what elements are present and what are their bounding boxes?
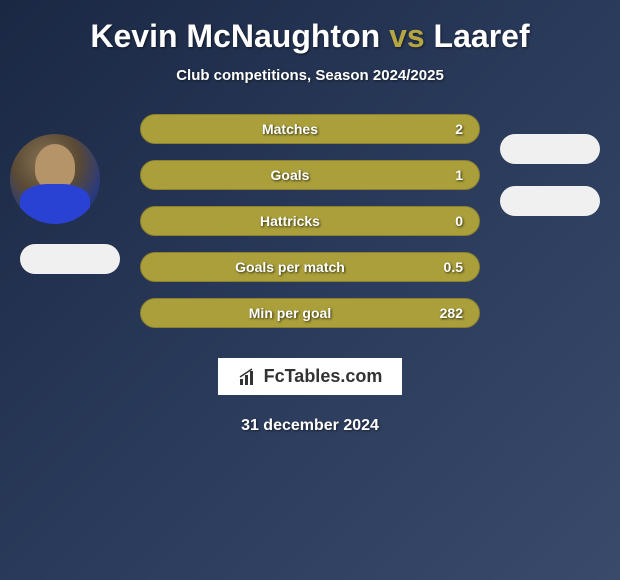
player1-avatar bbox=[10, 134, 100, 224]
player1-name: Kevin McNaughton bbox=[90, 18, 380, 54]
stat-bar-matches: Matches 2 bbox=[140, 114, 480, 144]
watermark-text: FcTables.com bbox=[264, 366, 383, 387]
stat-bar-hattricks: Hattricks 0 bbox=[140, 206, 480, 236]
vs-text: vs bbox=[389, 18, 425, 54]
stat-value: 0 bbox=[423, 213, 463, 229]
stat-value: 2 bbox=[423, 121, 463, 137]
chart-icon bbox=[238, 367, 258, 387]
subtitle: Club competitions, Season 2024/2025 bbox=[176, 67, 444, 84]
stat-value: 0.5 bbox=[423, 259, 463, 275]
stat-value: 1 bbox=[423, 167, 463, 183]
stats-area: Matches 2 Goals 1 Hattricks 0 Goals per … bbox=[0, 114, 620, 328]
date-text: 31 december 2024 bbox=[241, 417, 379, 435]
stat-bar-goals: Goals 1 bbox=[140, 160, 480, 190]
player1-pill bbox=[20, 244, 120, 274]
player2-pill-1 bbox=[500, 134, 600, 164]
stat-value: 282 bbox=[423, 305, 463, 321]
stat-bar-mpg: Min per goal 282 bbox=[140, 298, 480, 328]
comparison-card: Kevin McNaughton vs Laaref Club competit… bbox=[0, 0, 620, 445]
stat-label: Matches bbox=[157, 121, 423, 137]
stat-label: Goals per match bbox=[157, 259, 423, 275]
player2-pill-2 bbox=[500, 186, 600, 216]
watermark: FcTables.com bbox=[218, 358, 403, 395]
player2-name: Laaref bbox=[434, 18, 530, 54]
stat-label: Goals bbox=[157, 167, 423, 183]
stat-label: Min per goal bbox=[157, 305, 423, 321]
page-title: Kevin McNaughton vs Laaref bbox=[90, 18, 529, 55]
stat-bar-gpm: Goals per match 0.5 bbox=[140, 252, 480, 282]
stat-bars: Matches 2 Goals 1 Hattricks 0 Goals per … bbox=[140, 114, 480, 328]
stat-label: Hattricks bbox=[157, 213, 423, 229]
